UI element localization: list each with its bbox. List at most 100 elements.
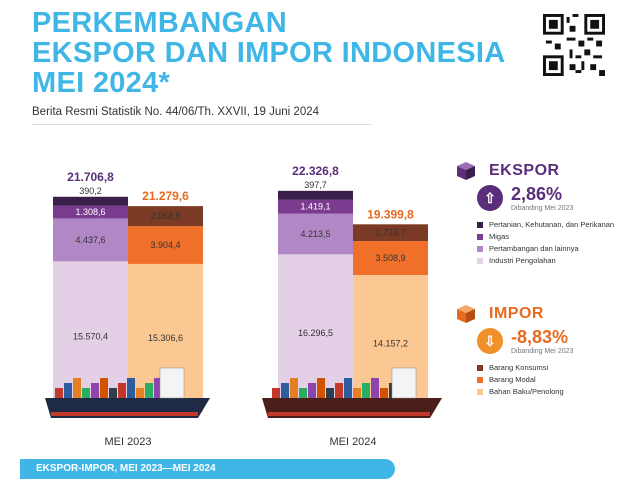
ship-illustration-2023 bbox=[45, 367, 210, 418]
title-line-1: PERKEMBANGAN bbox=[32, 7, 287, 39]
total-label: 22.326,8 bbox=[292, 164, 339, 178]
ship-container bbox=[362, 383, 370, 398]
ship-container bbox=[154, 378, 162, 398]
ship-container bbox=[64, 383, 72, 398]
bar-segment bbox=[278, 190, 353, 200]
legend-swatch bbox=[477, 245, 483, 252]
legend-item: Migas bbox=[477, 232, 630, 241]
ship-container bbox=[91, 383, 99, 398]
impor-title: IMPOR bbox=[489, 305, 544, 322]
cube-icon bbox=[457, 162, 475, 180]
ship-cabin bbox=[159, 367, 185, 399]
legend-label: Industri Pengolahan bbox=[489, 256, 556, 265]
bar-segment bbox=[278, 213, 353, 255]
ship-container bbox=[136, 388, 144, 398]
legend-swatch bbox=[477, 364, 483, 371]
total-label: 21.706,8 bbox=[67, 170, 114, 184]
legend-item: Barang Konsumsi bbox=[477, 363, 630, 372]
bar-segment bbox=[278, 199, 353, 214]
divider bbox=[32, 124, 372, 125]
legend-swatch bbox=[477, 376, 483, 383]
ship-container bbox=[344, 378, 352, 398]
data-label: 2.068,6 bbox=[150, 211, 180, 221]
legend-swatch bbox=[477, 257, 483, 264]
legend-ekspor: EKSPOR ⇧ 2,86% Dibanding Mei 2023 Pertan… bbox=[455, 160, 630, 265]
ship-container bbox=[353, 388, 361, 398]
ekspor-percentage: 2,86% bbox=[511, 184, 563, 204]
title-line-2: EKSPOR DAN IMPOR INDONESIA bbox=[32, 37, 506, 69]
ship-container bbox=[371, 378, 379, 398]
ship-container bbox=[145, 383, 153, 398]
page-title: PERKEMBANGAN EKSPOR DAN IMPOR INDONESIA … bbox=[32, 8, 505, 98]
data-label: 397,7 bbox=[304, 180, 327, 190]
ekspor-note: Dibanding Mei 2023 bbox=[511, 205, 574, 212]
footer-bar bbox=[20, 459, 395, 479]
ship-stripe bbox=[51, 412, 198, 416]
ship-container bbox=[317, 378, 325, 398]
bar-segment bbox=[353, 241, 428, 276]
legend-item: Bahan Baku/Penolong bbox=[477, 387, 630, 396]
legend-item: Barang Modal bbox=[477, 375, 630, 384]
up-arrow-icon: ⇧ bbox=[477, 185, 503, 211]
legend-label: Barang Modal bbox=[489, 375, 536, 384]
data-label: 15.306,6 bbox=[148, 333, 183, 343]
ship-container bbox=[335, 383, 343, 398]
down-arrow-icon: ⇩ bbox=[477, 328, 503, 354]
ship-container bbox=[109, 388, 117, 398]
data-label: 16.296,5 bbox=[298, 328, 333, 338]
bar-segment bbox=[128, 226, 203, 264]
ship-container bbox=[73, 378, 81, 398]
data-label: 4.213,5 bbox=[300, 229, 330, 239]
data-label: 15.570,4 bbox=[73, 332, 108, 342]
legend-swatch bbox=[477, 221, 483, 228]
legend-item: Pertambangan dan lainnya bbox=[477, 244, 630, 253]
title-line-3: MEI 2024* bbox=[32, 67, 171, 99]
ekspor-title: EKSPOR bbox=[489, 162, 560, 179]
ship-container bbox=[55, 388, 63, 398]
data-label: 3.904,4 bbox=[150, 240, 180, 250]
bar-segment bbox=[128, 206, 203, 227]
footer-text: EKSPOR-IMPOR, MEI 2023—MEI 2024 bbox=[36, 463, 216, 474]
data-label: 4.437,6 bbox=[75, 235, 105, 245]
legend-label: Pertambangan dan lainnya bbox=[489, 244, 579, 253]
ship-container bbox=[281, 383, 289, 398]
ship-container bbox=[380, 388, 388, 398]
legend-label: Pertanian, Kehutanan, dan Perikanan bbox=[489, 220, 615, 229]
ekspor-legend-items: Pertanian, Kehutanan, dan Perikanan Miga… bbox=[477, 220, 630, 265]
total-label: 19.399,8 bbox=[367, 207, 414, 221]
ship-container bbox=[308, 383, 316, 398]
bar-segment bbox=[53, 205, 128, 219]
legend-label: Migas bbox=[489, 232, 510, 241]
impor-legend-items: Barang Konsumsi Barang Modal Bahan Baku/… bbox=[477, 363, 630, 396]
ship-container bbox=[82, 388, 90, 398]
data-label: 1.419,1 bbox=[300, 202, 330, 212]
impor-note: Dibanding Mei 2023 bbox=[511, 348, 574, 355]
ship-container bbox=[326, 388, 334, 398]
legend-swatch bbox=[477, 388, 483, 395]
total-label: 21.279,6 bbox=[142, 189, 189, 203]
data-label: 1.733,7 bbox=[375, 228, 405, 238]
bar-segment bbox=[53, 218, 128, 262]
data-label: 390,2 bbox=[79, 186, 102, 196]
ship-container bbox=[127, 378, 135, 398]
category-label: MEI 2023 bbox=[104, 436, 151, 448]
ship-container bbox=[118, 383, 126, 398]
bar-segment bbox=[353, 224, 428, 242]
ship-container bbox=[272, 388, 280, 398]
impor-percentage: -8,83% bbox=[511, 327, 569, 347]
legend-label: Bahan Baku/Penolong bbox=[489, 387, 564, 396]
bar-segment bbox=[53, 196, 128, 206]
ship-illustration-2024 bbox=[262, 367, 442, 418]
legend-impor: IMPOR ⇩ -8,83% Dibanding Mei 2023 Barang… bbox=[455, 303, 630, 396]
data-label: 14.157,2 bbox=[373, 339, 408, 349]
data-label: 1.308,6 bbox=[75, 207, 105, 217]
ship-stripe bbox=[268, 412, 430, 416]
ship-cabin bbox=[391, 367, 417, 399]
qr-code-icon[interactable] bbox=[543, 14, 605, 76]
ship-container bbox=[290, 378, 298, 398]
legend-label: Barang Konsumsi bbox=[489, 363, 549, 372]
ship-container bbox=[299, 388, 307, 398]
legend-item: Industri Pengolahan bbox=[477, 256, 630, 265]
legend-item: Pertanian, Kehutanan, dan Perikanan bbox=[477, 220, 630, 229]
